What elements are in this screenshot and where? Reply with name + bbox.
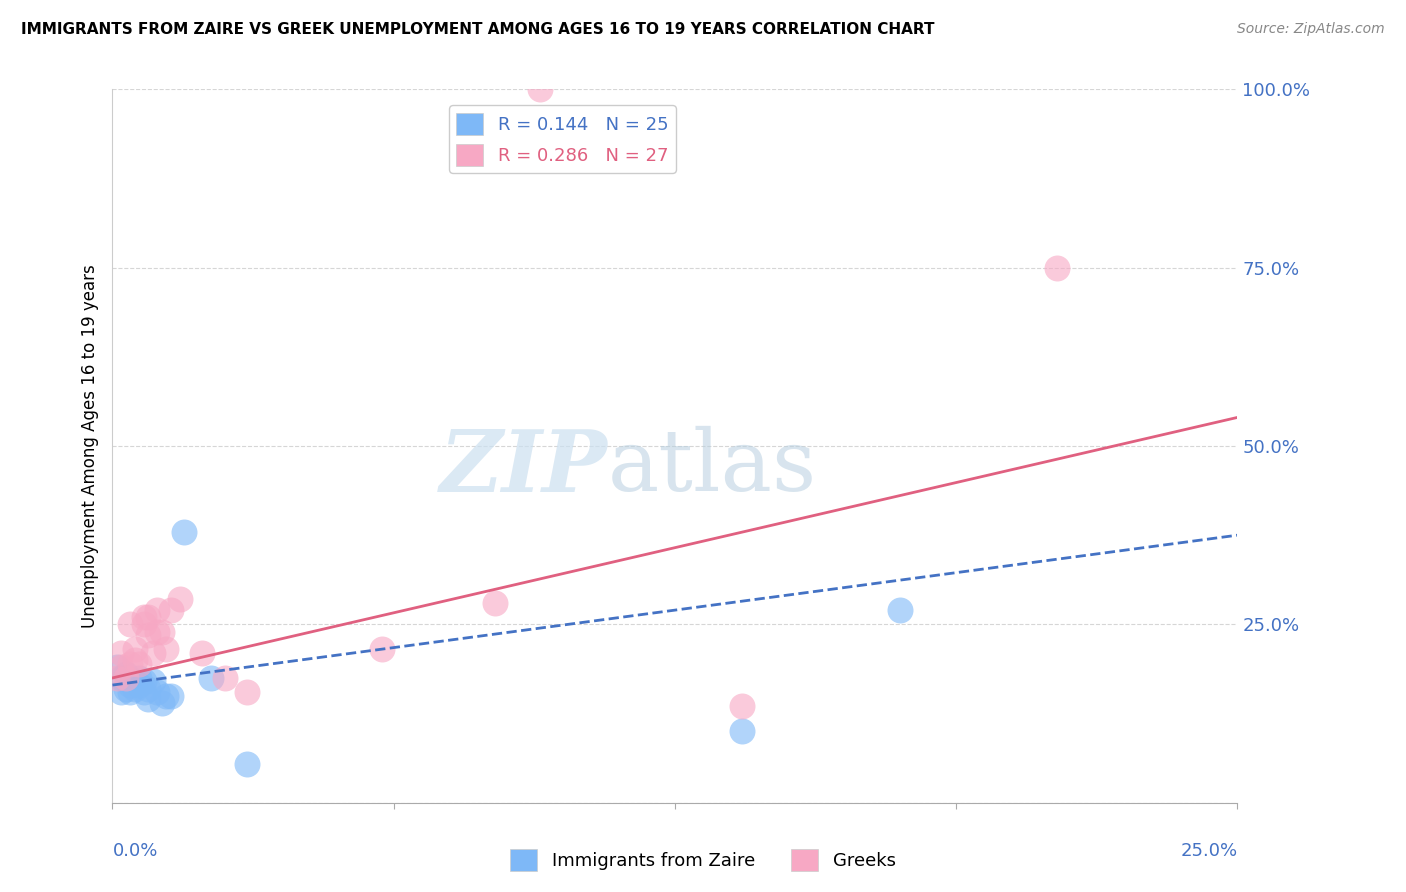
Y-axis label: Unemployment Among Ages 16 to 19 years: Unemployment Among Ages 16 to 19 years (80, 264, 98, 628)
Point (120, 657, 142, 671)
Point (105, 671, 128, 685)
Legend: Immigrants from Zaire, Greeks: Immigrants from Zaire, Greeks (503, 842, 903, 879)
Point (132, 617, 155, 632)
Point (214, 671, 236, 685)
Point (146, 624, 169, 639)
Text: IMMIGRANTS FROM ZAIRE VS GREEK UNEMPLOYMENT AMONG AGES 16 TO 19 YEARS CORRELATIO: IMMIGRANTS FROM ZAIRE VS GREEK UNEMPLOYM… (21, 22, 935, 37)
Point (128, 657, 150, 671)
Point (115, 671, 138, 685)
Point (529, 82, 551, 96)
Point (110, 646, 132, 660)
Point (236, 685, 259, 699)
Point (889, 603, 911, 617)
Point (138, 681, 160, 696)
Point (155, 689, 177, 703)
Point (110, 671, 132, 685)
Point (132, 610, 155, 624)
Point (132, 685, 155, 699)
Point (200, 671, 222, 685)
Point (1046, 260, 1069, 275)
Point (124, 681, 146, 696)
Point (169, 592, 191, 607)
Point (115, 667, 138, 681)
Text: atlas: atlas (607, 425, 817, 509)
Point (128, 678, 150, 692)
Text: Source: ZipAtlas.com: Source: ZipAtlas.com (1237, 22, 1385, 37)
Point (124, 642, 146, 657)
Point (128, 671, 150, 685)
Point (138, 610, 160, 624)
Text: 25.0%: 25.0% (1180, 842, 1237, 860)
Point (110, 685, 132, 699)
Legend: R = 0.144   N = 25, R = 0.286   N = 27: R = 0.144 N = 25, R = 0.286 N = 27 (449, 105, 676, 173)
Point (124, 674, 146, 689)
Point (124, 653, 146, 667)
Point (110, 660, 132, 674)
Point (160, 689, 183, 703)
Point (155, 642, 177, 657)
Point (371, 642, 394, 657)
Point (105, 660, 128, 674)
Point (150, 624, 173, 639)
Point (132, 674, 155, 689)
Point (138, 692, 160, 706)
Point (142, 646, 165, 660)
Point (731, 699, 754, 714)
Point (236, 756, 259, 771)
Text: 0.0%: 0.0% (112, 842, 157, 860)
Point (484, 596, 506, 610)
Point (120, 678, 142, 692)
Point (120, 617, 142, 632)
Point (173, 524, 195, 539)
Point (120, 685, 142, 699)
Text: ZIP: ZIP (440, 425, 607, 509)
Point (146, 603, 169, 617)
Point (138, 628, 160, 642)
Point (142, 674, 165, 689)
Point (731, 724, 754, 739)
Point (191, 646, 214, 660)
Point (160, 603, 183, 617)
Point (115, 681, 138, 696)
Point (150, 696, 173, 710)
Point (146, 685, 169, 699)
